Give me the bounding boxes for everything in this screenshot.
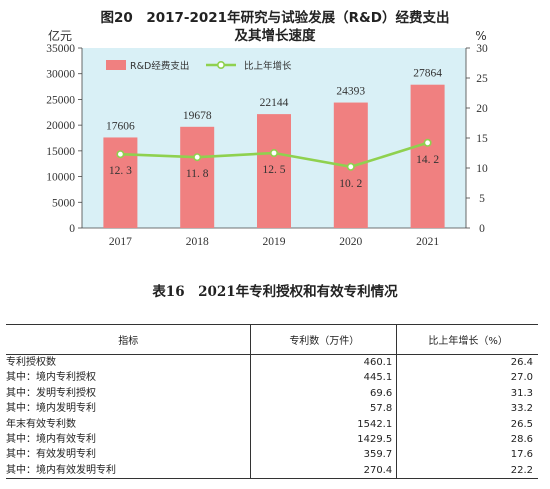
rd-chart: 图20 2017-2021年研究与试验发展（R&D）经费支出 及其增长速度 0 5… [46,10,488,248]
chart-subtitle: 及其增长速度 [234,28,316,44]
right-tick-label: 0 [479,223,485,235]
left-tick-label: 35000 [46,43,75,55]
growth-point [346,162,355,171]
left-tick-label: 20000 [46,120,75,132]
row-label: 其中：境内发明专利 [6,403,96,415]
x-tick-label: 2019 [263,236,286,248]
table-row: 其中：有效发明专利 359.7 17.6 [6,447,538,463]
right-tick-label: 20 [476,103,488,115]
row-count: 1542.1 [250,416,397,433]
growth-value-label: 12. 3 [109,165,132,177]
table-row: 专利授权数 460.1 26.4 [6,354,538,371]
growth-value-label: 12. 5 [263,164,286,176]
x-tick-label: 2017 [109,236,132,248]
legend-bar-label: R&D经费支出 [130,60,189,72]
bar-value-label: 24393 [336,86,365,98]
growth-point [423,138,432,147]
table-row: 其中：境内发明专利 57.8 33.2 [6,401,538,417]
row-count: 359.7 [250,447,397,463]
row-growth: 31.3 [396,385,538,402]
header-indicator: 指标 [6,324,251,355]
table-row: 其中：发明专利授权 69.6 31.3 [6,385,538,402]
patent-table: 指标 专利数（万件） 比上年增长（%） 专利授权数 460.1 26.4 其中：… [6,324,538,480]
row-label: 年末有效专利数 [6,418,76,430]
x-tick-label: 2020 [339,236,362,248]
row-count: 445.1 [250,370,397,386]
row-count: 57.8 [250,401,397,417]
left-tick-label: 30000 [46,69,75,81]
row-count: 1429.5 [250,432,397,448]
row-label: 专利授权数 [6,357,56,368]
header-growth: 比上年增长（%） [396,324,538,355]
bar-value-label: 17606 [106,120,135,132]
x-tick-label: 2021 [416,236,439,248]
growth-value-label: 11. 8 [186,168,209,180]
table-row: 其中：境内有效专利 1429.5 28.6 [6,432,538,448]
row-growth: 22.2 [396,462,538,480]
growth-point [116,150,125,159]
growth-value-label: 10. 2 [339,178,362,190]
bar-value-label: 27864 [413,68,442,80]
right-tick-label: 10 [476,163,488,175]
left-tick-label: 25000 [46,94,75,106]
table-row: 年末有效专利数 1542.1 26.5 [6,416,538,433]
left-tick-label: 15000 [46,146,75,158]
left-axis-unit: 亿元 [48,28,72,43]
row-label: 其中：发明专利授权 [6,387,96,399]
row-label: 其中：境内有效发明专利 [6,462,251,480]
left-tick-label: 10000 [46,172,75,184]
right-tick-label: 25 [476,73,488,85]
bar-2018 [180,126,215,228]
table-row: 其中：境内有效发明专利 270.4 22.2 [6,462,538,480]
row-label: 其中：有效发明专利 [6,449,96,461]
legend-bar-swatch [106,60,126,70]
growth-point [193,153,202,162]
bar-value-label: 19678 [183,110,212,122]
chart-title: 图20 2017-2021年研究与试验发展（R&D）经费支出 [100,10,450,26]
row-label: 其中：境内专利授权 [6,372,96,384]
bar-2019 [257,114,291,228]
growth-point [269,149,278,158]
right-tick-label: 15 [476,133,488,145]
bar-value-label: 22144 [260,97,289,109]
x-tick-label: 2018 [186,236,209,248]
legend-line-label: 比上年增长 [244,60,292,72]
row-count: 69.6 [250,385,397,402]
right-tick-label: 30 [476,43,488,55]
header-count: 专利数（万件） [250,324,397,355]
right-axis-unit: % [475,29,486,43]
left-tick-label: 5000 [52,197,75,209]
row-count: 270.4 [250,462,397,480]
legend-line-marker [217,60,226,69]
bar-2021 [410,84,445,228]
row-label: 其中：境内有效专利 [6,434,96,446]
row-growth: 26.5 [396,416,538,433]
table-header-row: 指标 专利数（万件） 比上年增长（%） [6,324,538,355]
row-growth: 27.0 [396,370,538,386]
table-row: 其中：境内专利授权 445.1 27.0 [6,370,538,386]
left-tick-label: 0 [69,223,75,235]
row-growth: 17.6 [396,447,538,463]
row-growth: 26.4 [396,354,538,371]
row-growth: 33.2 [396,401,538,417]
row-growth: 28.6 [396,432,538,448]
chart-svg: 0 5000 10000 15000 20000 25000 30000 35000 0 5 10 1… [46,28,488,248]
growth-value-label: 14. 2 [416,154,439,166]
right-tick-label: 5 [479,193,485,205]
table-title: 表16 2021年专利授权和有效专利情况 [152,284,398,300]
row-count: 460.1 [250,354,397,371]
